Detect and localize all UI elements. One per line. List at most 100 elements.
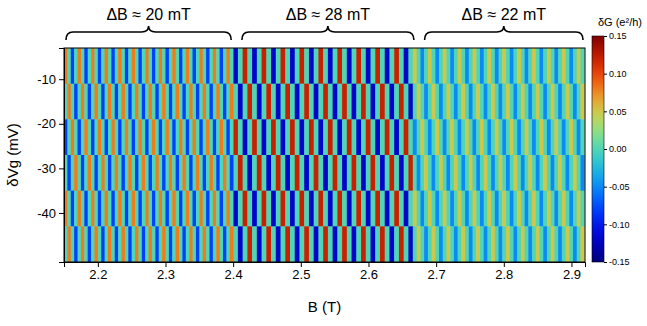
heatmap-cell	[554, 48, 558, 84]
heatmap-cell	[536, 84, 540, 120]
heatmap-cell	[487, 84, 491, 120]
heatmap-cell	[299, 191, 304, 227]
heatmap-cell	[476, 48, 480, 84]
heatmap-cell	[118, 191, 122, 227]
heatmap-cell	[476, 226, 480, 262]
heatmap-cell	[199, 191, 203, 227]
heatmap-cell	[461, 48, 465, 84]
heatmap-cell	[155, 155, 159, 191]
heatmap-cell	[271, 119, 276, 155]
heatmap-cell	[271, 226, 276, 262]
heatmap-cell	[252, 84, 257, 120]
heatmap-cell	[176, 48, 180, 84]
heatmap-cell	[435, 119, 439, 155]
heatmap-cell	[132, 155, 136, 191]
heatmap-cell	[413, 84, 417, 120]
heatmap-cell	[328, 226, 333, 262]
heatmap-cell	[446, 119, 450, 155]
heatmap-cell	[189, 155, 193, 191]
colorbar-tick: 0.15	[604, 31, 627, 41]
heatmap-cell	[417, 119, 421, 155]
heatmap-cell	[91, 155, 95, 191]
heatmap-cell	[539, 226, 543, 262]
heatmap-cell	[101, 226, 105, 262]
heatmap-cell	[108, 84, 112, 120]
heatmap-cell	[432, 155, 436, 191]
heatmap-cell	[328, 48, 333, 84]
heatmap-cell	[356, 155, 361, 191]
heatmap-cell	[573, 191, 577, 227]
heatmap-cell	[299, 226, 304, 262]
heatmap-cell	[182, 48, 186, 84]
heatmap-cell	[142, 155, 146, 191]
heatmap-cell	[230, 226, 234, 262]
heatmap-cell	[196, 226, 200, 262]
heatmap-cell	[135, 226, 139, 262]
heatmap-cell	[262, 84, 267, 120]
heatmap-cell	[182, 84, 186, 120]
heatmap-cell	[366, 155, 371, 191]
heatmap-cell	[347, 155, 352, 191]
heatmap-cell	[203, 48, 207, 84]
heatmap-cell	[562, 84, 566, 120]
heatmap-cell	[371, 84, 376, 120]
heatmap-cell	[413, 119, 417, 155]
heatmap-cell	[257, 226, 262, 262]
heatmap-cell	[328, 155, 333, 191]
heatmap-cell	[454, 191, 458, 227]
heatmap-cell	[159, 191, 163, 227]
heatmap-cell	[562, 48, 566, 84]
tick: 2.3	[157, 262, 175, 282]
heatmap-cell	[569, 191, 573, 227]
heatmap-cell	[189, 119, 193, 155]
heatmap-cell	[309, 191, 314, 227]
heatmap-cell	[67, 119, 71, 155]
heatmap-cell	[262, 226, 267, 262]
heatmap-cell	[115, 191, 119, 227]
heatmap-cell	[347, 226, 352, 262]
heatmap-cell	[299, 84, 304, 120]
heatmap-cell	[118, 84, 122, 120]
heatmap-cell	[81, 155, 85, 191]
heatmap-cell	[558, 191, 562, 227]
heatmap-cell	[189, 84, 193, 120]
heatmap-cell	[271, 84, 276, 120]
heatmap-cell	[203, 191, 207, 227]
heatmap-cell	[262, 155, 267, 191]
heatmap-cell	[513, 84, 517, 120]
heatmap-cell	[417, 226, 421, 262]
heatmap-cell	[562, 191, 566, 227]
heatmap-cell	[323, 155, 328, 191]
heatmap-cell	[84, 191, 88, 227]
heatmap-cell	[446, 155, 450, 191]
heatmap-cell	[206, 191, 210, 227]
heatmap-cell	[152, 155, 156, 191]
heatmap-cell	[213, 226, 217, 262]
heatmap-cell	[476, 84, 480, 120]
heatmap-cell	[295, 84, 300, 120]
heatmap-cell	[347, 119, 352, 155]
heatmap-cell	[352, 84, 357, 120]
heatmap-cell	[469, 226, 473, 262]
heatmap-cell	[135, 155, 139, 191]
heatmap-cell	[299, 155, 304, 191]
heatmap-cell	[333, 155, 338, 191]
heatmap-cell	[573, 119, 577, 155]
heatmap-cell	[176, 119, 180, 155]
x-axis: 2.22.32.42.52.62.72.82.9	[65, 262, 586, 282]
heatmap-cell	[285, 226, 290, 262]
heatmap-cell	[525, 119, 529, 155]
heatmap-cell	[276, 48, 281, 84]
heatmap-cell	[220, 48, 224, 84]
heatmap-cell	[138, 191, 142, 227]
heatmap-cell	[458, 191, 462, 227]
heatmap-cell	[371, 155, 376, 191]
colorbar-tick-mark	[604, 149, 607, 150]
heatmap-cell	[342, 119, 347, 155]
heatmap-cell	[424, 191, 428, 227]
heatmap-cell	[159, 155, 163, 191]
heatmap-cell	[145, 119, 149, 155]
heatmap-cell	[238, 226, 243, 262]
heatmap-cell	[276, 119, 281, 155]
heatmap-cell	[196, 191, 200, 227]
